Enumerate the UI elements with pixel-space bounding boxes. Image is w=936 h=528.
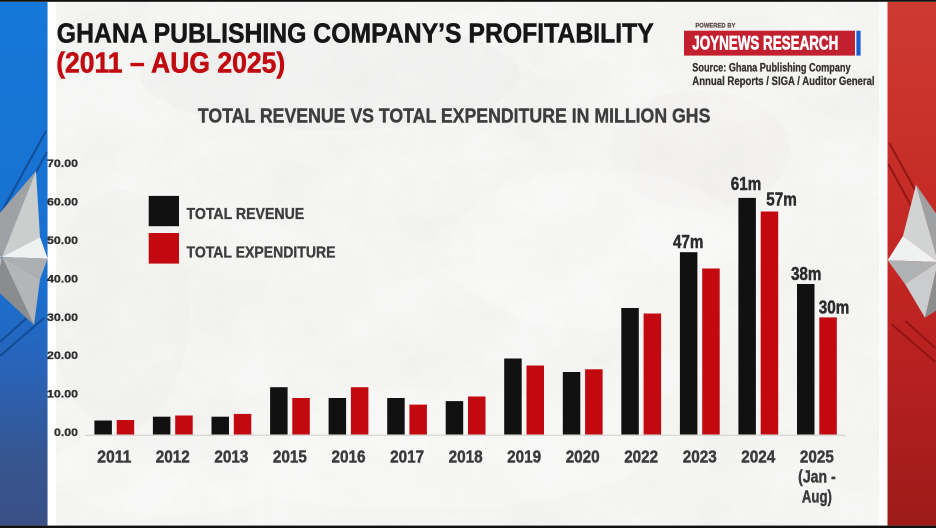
svg-text:Annual Reports / SIGA / Audito: Annual Reports / SIGA / Auditor General <box>692 74 874 88</box>
svg-text:2023: 2023 <box>683 446 717 466</box>
svg-text:2024: 2024 <box>741 446 775 466</box>
svg-text:TOTAL REVENUE VS TOTAL EXPENDI: TOTAL REVENUE VS TOTAL EXPENDITURE IN MI… <box>198 106 711 128</box>
svg-text:2022: 2022 <box>624 446 658 466</box>
svg-text:57m: 57m <box>766 190 797 211</box>
svg-text:TOTAL REVENUE: TOTAL REVENUE <box>187 206 305 223</box>
svg-text:40.00: 40.00 <box>47 273 78 285</box>
svg-text:38m: 38m <box>791 264 822 285</box>
svg-text:(Jan -: (Jan - <box>798 466 836 486</box>
svg-text:10.00: 10.00 <box>47 389 78 401</box>
svg-text:2018: 2018 <box>449 446 483 466</box>
svg-text:50.00: 50.00 <box>47 235 78 247</box>
svg-text:2017: 2017 <box>390 446 424 466</box>
svg-text:Source: Ghana Publishing Compa: Source: Ghana Publishing Company <box>692 61 851 75</box>
svg-text:2015: 2015 <box>273 446 307 466</box>
svg-text:30m: 30m <box>819 298 850 319</box>
svg-text:JOYNEWS RESEARCH: JOYNEWS RESEARCH <box>692 33 838 55</box>
svg-text:2025: 2025 <box>800 446 834 466</box>
svg-text:2013: 2013 <box>214 446 248 466</box>
svg-text:30.00: 30.00 <box>47 312 78 324</box>
svg-text:Aug): Aug) <box>802 486 832 506</box>
svg-text:2016: 2016 <box>332 446 366 466</box>
svg-text:TOTAL EXPENDITURE: TOTAL EXPENDITURE <box>187 244 336 261</box>
svg-text:POWERED BY: POWERED BY <box>695 23 736 30</box>
svg-text:2012: 2012 <box>156 446 190 466</box>
svg-text:2011: 2011 <box>97 446 131 466</box>
svg-text:GHANA PUBLISHING COMPANY’S PRO: GHANA PUBLISHING COMPANY’S PROFITABILITY <box>57 17 654 48</box>
svg-text:0.00: 0.00 <box>54 427 78 439</box>
svg-text:2019: 2019 <box>507 446 541 466</box>
svg-text:61m: 61m <box>731 174 762 195</box>
svg-text:20.00: 20.00 <box>47 350 78 362</box>
svg-text:2020: 2020 <box>566 446 600 466</box>
svg-text:(2011 – AUG 2025): (2011 – AUG 2025) <box>56 48 285 80</box>
svg-text:47m: 47m <box>673 232 704 253</box>
svg-text:60.00: 60.00 <box>47 197 78 209</box>
svg-text:70.00: 70.00 <box>47 158 78 170</box>
